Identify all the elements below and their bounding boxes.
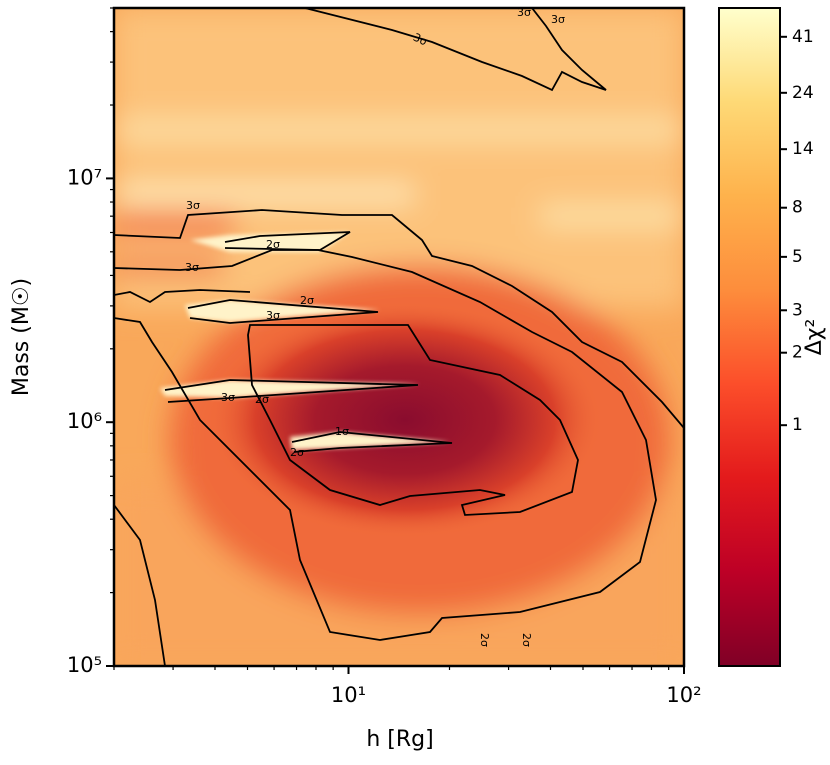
plot-frame (112, 6, 686, 668)
y-tick-label: 10⁵ (67, 653, 102, 677)
contour-label: 1σ (335, 425, 349, 438)
colorbar-tick-label: 2 (792, 343, 803, 363)
contour-label: 3σ (186, 199, 200, 212)
contour-label: 3σ (551, 13, 565, 26)
contour-label: 3σ (517, 6, 531, 19)
colorbar (718, 7, 781, 667)
contour-label: 2σ (266, 238, 280, 251)
contour-label: 2σ (478, 633, 491, 647)
colorbar-tick-label: 3 (792, 300, 803, 320)
colorbar-tick-label: 5 (792, 247, 803, 267)
contour-label: 2σ (290, 446, 304, 459)
contour-label: 3σ (185, 261, 199, 274)
contour-label: 2σ (520, 633, 533, 647)
contour-label: 2σ (255, 393, 269, 406)
contours (114, 8, 684, 666)
colorbar-tick-label: 1 (792, 415, 803, 435)
contour-label: 3σ (266, 309, 280, 322)
colorbar-tick-label: 8 (792, 198, 803, 218)
heatmap (114, 8, 684, 666)
y-axis-label: Mass (M☉) (9, 278, 34, 396)
colorbar-tick-label: 24 (792, 83, 814, 103)
x-axis-label: h [Rg] (366, 727, 433, 752)
contour-label: 2σ (300, 294, 314, 307)
y-tick-label: 10⁶ (67, 409, 102, 433)
colorbar-label: Δχ² (802, 319, 827, 356)
x-tick-label: 10² (666, 683, 701, 707)
colorbar-tick-label: 41 (792, 27, 814, 47)
colorbar-tick-label: 14 (792, 139, 814, 159)
x-tick-label: 10¹ (331, 683, 366, 707)
contour-label: 3σ (411, 31, 429, 49)
y-tick-label: 10⁷ (67, 165, 102, 189)
contour-label: 3σ (221, 391, 235, 404)
